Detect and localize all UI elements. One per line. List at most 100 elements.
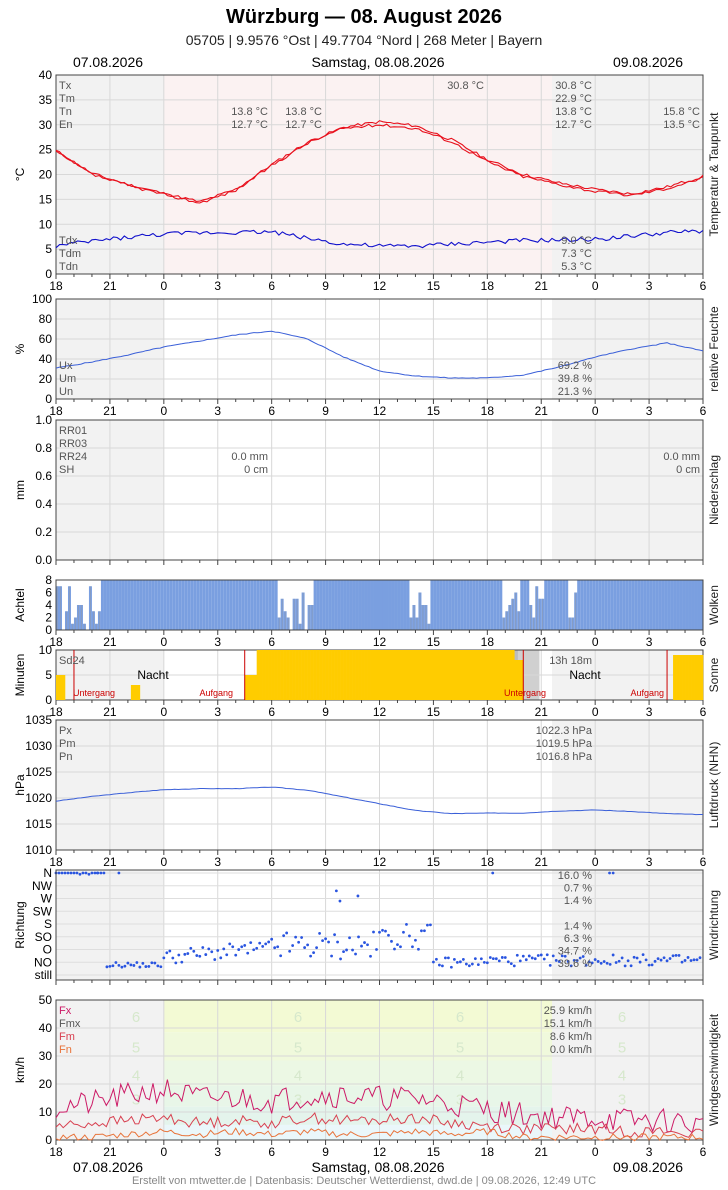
temp-night-min: 13.8 °C	[285, 106, 322, 118]
cloud-bar	[499, 580, 503, 630]
direction-point	[548, 963, 552, 967]
cloud-bar	[133, 580, 138, 630]
cloud-bar	[445, 580, 449, 630]
direction-point	[117, 871, 121, 875]
y-axis-label: mm	[13, 480, 27, 500]
sunshine-bar	[697, 655, 701, 700]
cloud-bar	[331, 580, 335, 630]
legend-label: Tdm	[59, 248, 81, 260]
sunshine-bar	[244, 675, 249, 700]
cloud-bar	[259, 580, 263, 630]
direction-point	[273, 946, 277, 950]
y-tick-label: 40	[39, 1021, 53, 1035]
cloud-bar	[448, 580, 452, 630]
direction-label: SO	[35, 930, 52, 944]
direction-point	[84, 871, 88, 875]
direction-point	[390, 939, 393, 943]
direction-point	[243, 944, 247, 947]
direction-point	[423, 929, 426, 933]
direction-point	[491, 957, 495, 961]
cloud-bar	[142, 580, 147, 630]
direction-point	[129, 963, 133, 967]
y-tick-label: 1030	[25, 739, 52, 753]
direction-point	[695, 958, 699, 962]
x-tick-label: 15	[427, 635, 441, 649]
x-tick-label: 3	[214, 705, 221, 719]
direction-point	[644, 958, 648, 962]
x-tick-label: 6	[268, 404, 275, 418]
sunshine-bar	[295, 650, 299, 700]
direction-point	[366, 943, 369, 947]
sunshine-bar	[370, 650, 374, 700]
cloud-bar	[493, 580, 497, 630]
sunshine-bar	[379, 650, 383, 700]
cloud-bar	[637, 580, 641, 630]
x-tick-label: 18	[49, 705, 63, 719]
cloud-bg	[73, 580, 78, 630]
sunshine-bar	[457, 650, 461, 700]
legend-label: Fn	[59, 1044, 72, 1056]
sunshine-bar	[691, 655, 695, 700]
y-tick-label: 0	[45, 392, 52, 406]
x-tick-label: 18	[481, 1145, 495, 1159]
snow-right: 0 cm	[676, 464, 700, 476]
cloud-bar	[439, 580, 443, 630]
y-axis-label: hPa	[13, 774, 27, 796]
direction-point	[446, 956, 450, 960]
cloud-bar	[334, 580, 338, 630]
cloud-bar	[496, 580, 500, 630]
sunshine-bar	[313, 650, 317, 700]
legend-label: Px	[59, 725, 72, 737]
sunshine-bar	[262, 650, 266, 700]
sunshine-bar	[676, 655, 680, 700]
sunshine-bar	[376, 650, 380, 700]
direction-point	[75, 871, 79, 875]
cloud-bar	[610, 580, 614, 630]
direction-point	[611, 953, 615, 957]
x-tick-label: 0	[160, 1145, 167, 1159]
direction-stat: 6.3 %	[564, 933, 592, 945]
sunshine-bar	[469, 650, 473, 700]
x-tick-label: 3	[646, 855, 653, 869]
y-tick-label: 8	[45, 573, 52, 587]
cloud-bar	[544, 580, 548, 630]
sunshine-bar	[430, 650, 434, 700]
x-tick-label: 21	[103, 404, 117, 418]
direction-point	[683, 959, 687, 962]
temp-day-max: 30.8 °C	[447, 80, 484, 92]
cloud-bar	[634, 580, 638, 630]
y-tick-label: 60	[39, 332, 53, 346]
cloud-bar	[202, 580, 207, 630]
direction-point	[351, 948, 354, 952]
direction-point	[458, 960, 462, 964]
x-tick-label: 3	[646, 705, 653, 719]
direction-point	[219, 956, 223, 960]
sunshine-bar	[427, 650, 431, 700]
direction-point	[455, 960, 459, 964]
y-tick-label: 1025	[25, 765, 52, 779]
cloud-bar	[607, 580, 611, 630]
cloud-bar	[433, 580, 437, 630]
direction-point	[306, 943, 310, 947]
direction-point	[318, 932, 321, 935]
sunshine-bar	[280, 650, 284, 700]
x-tick-label: 6	[268, 705, 275, 719]
direction-point	[572, 958, 576, 962]
direction-point	[647, 963, 651, 967]
direction-point	[315, 946, 318, 950]
cloud-bar	[646, 580, 650, 630]
direction-point	[441, 964, 444, 968]
x-tick-label: 0	[160, 855, 167, 869]
direction-point	[360, 944, 363, 948]
sunshine-bar	[292, 650, 296, 700]
beaufort-label: 5	[294, 1040, 302, 1057]
sunshine-bar	[688, 655, 692, 700]
sunshine-bar	[685, 655, 689, 700]
cloud-bar	[628, 580, 632, 630]
cloud-bar	[190, 580, 195, 630]
x-tick-label: 18	[481, 705, 495, 719]
direction-point	[255, 946, 259, 950]
x-tick-label: 6	[700, 705, 707, 719]
direction-point	[249, 941, 253, 944]
